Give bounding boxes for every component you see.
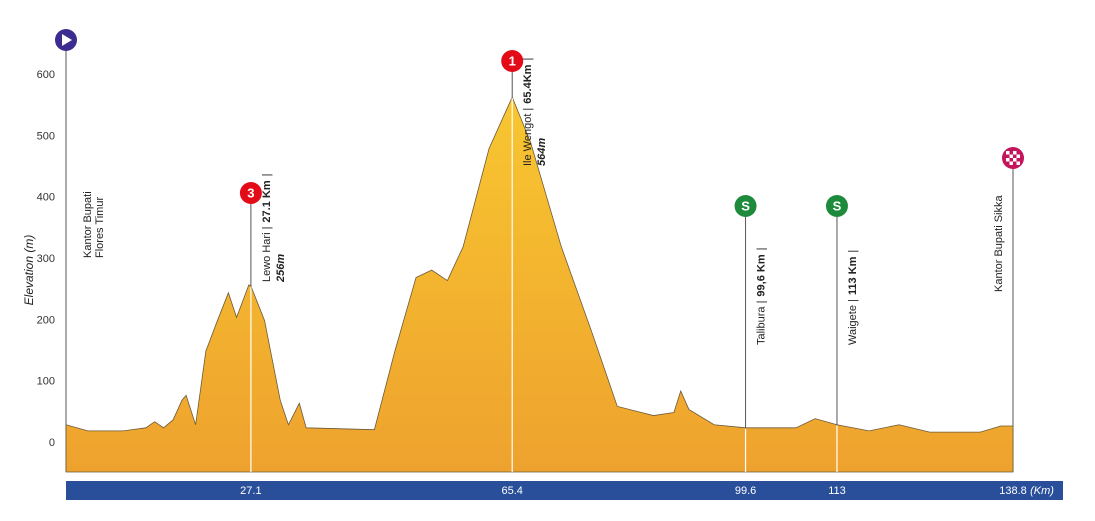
place-label: Kantor Bupati (82, 191, 94, 258)
label-part: Kantor Bupati Sikka (993, 195, 1005, 292)
x-tick-label: 113 (828, 485, 846, 497)
finish-check (1009, 161, 1013, 165)
start-arrow (62, 34, 72, 46)
badge-icon (734, 195, 757, 217)
badge-text: 1 (509, 53, 516, 68)
label-part: 99,6 Km (755, 254, 767, 296)
finish-check (1006, 158, 1010, 162)
badge-text: S (741, 198, 750, 213)
x-tick-label: 138.8 (999, 485, 1027, 497)
finish-check (1013, 151, 1017, 155)
y-tick-label: 500 (37, 130, 55, 142)
x-unit-label: (Km) (1030, 485, 1054, 497)
x-tick-label: 27.1 (240, 485, 261, 497)
label-part: | (522, 58, 534, 61)
label-part: | (847, 250, 859, 253)
label-part: 65.4Km (522, 64, 534, 103)
finish-check (1013, 158, 1017, 162)
x-tick-label: 65.4 (501, 485, 522, 497)
y-tick-label: 400 (37, 192, 55, 204)
finish-check (1009, 154, 1013, 158)
place-label: Waigete | 113 Km | (847, 250, 859, 345)
place-label: Lewo Hari | 27.1 Km | (261, 174, 273, 283)
x-tick-label: 99.6 (735, 485, 756, 497)
place-label: Ile Wengot | 65.4Km | (522, 58, 534, 166)
elevation-label: 256m (275, 254, 287, 283)
place-label: Talibura | 99,6 Km | (755, 248, 767, 346)
label-part: 27.1 Km (261, 180, 273, 222)
y-tick-label: 600 (37, 69, 55, 81)
label-part: | (261, 174, 273, 177)
finish-check (1016, 161, 1020, 165)
label-part: Ile Wengot | (522, 108, 534, 166)
y-tick-label: 200 (37, 314, 55, 326)
y-axis-label: Elevation (m) (22, 235, 36, 306)
label-part: 113 Km (847, 256, 859, 295)
elevation-area (65, 96, 1014, 473)
y-tick-label: 0 (49, 437, 55, 449)
place-label: Kantor Bupati Sikka (993, 195, 1005, 292)
y-tick-label: 100 (37, 376, 55, 388)
place-label: Flores Timur (94, 197, 106, 258)
label-part: Talibura | (755, 301, 767, 345)
label-part: Lewo Hari | (261, 227, 273, 282)
badge-icon (239, 182, 262, 204)
badge-icon (501, 50, 524, 72)
x-axis-bar (66, 481, 1063, 500)
y-tick-label: 300 (37, 253, 55, 265)
finish-check (1016, 154, 1020, 158)
label-part: | (755, 248, 767, 251)
badge-text: S (833, 198, 842, 213)
badge-icon (825, 195, 848, 217)
label-part: Waigete | (847, 299, 859, 345)
finish-check (1006, 151, 1010, 155)
elevation-label: 564m (536, 138, 548, 166)
badge-text: 3 (247, 185, 254, 200)
